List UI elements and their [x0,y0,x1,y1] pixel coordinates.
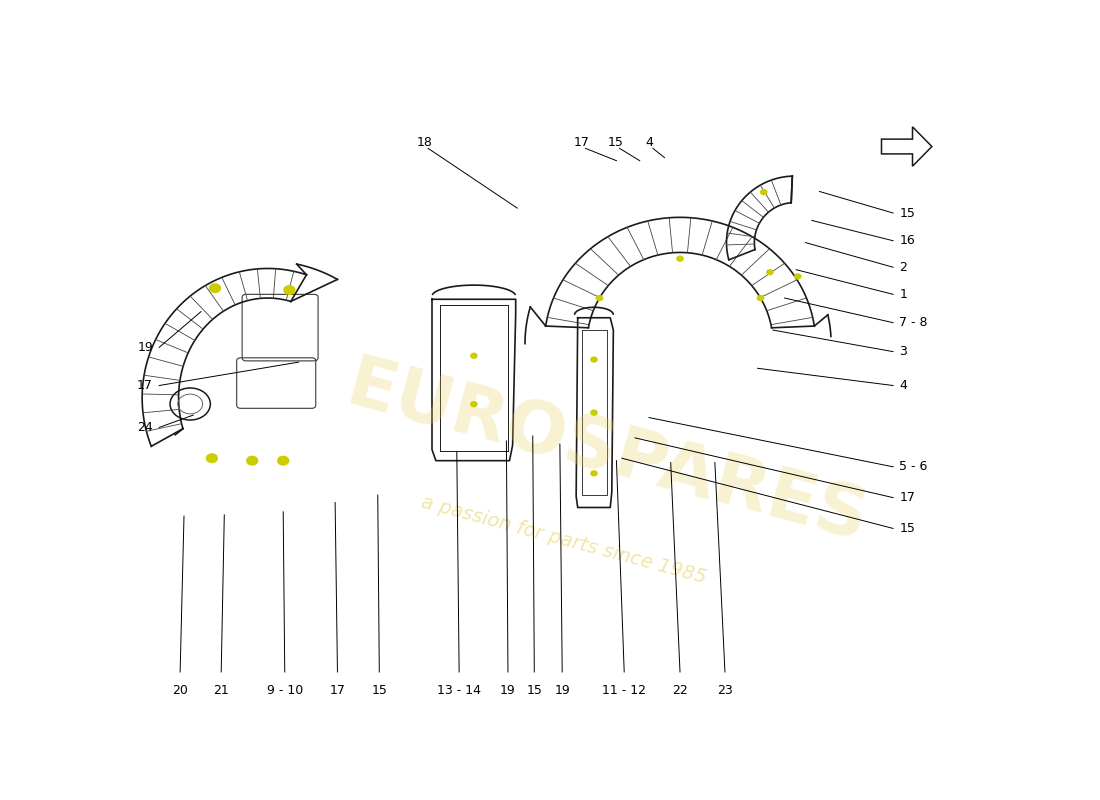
Circle shape [278,456,288,465]
Text: 7 - 8: 7 - 8 [900,316,927,329]
Text: 15: 15 [900,522,915,535]
Text: 4: 4 [900,379,908,392]
Circle shape [471,402,477,406]
Circle shape [767,270,773,274]
Text: 15: 15 [372,684,387,698]
Text: 24: 24 [138,421,153,434]
Circle shape [591,410,597,415]
Text: 17: 17 [573,136,590,149]
Circle shape [758,295,763,301]
Text: 21: 21 [213,684,229,698]
Text: 13 - 14: 13 - 14 [437,684,481,698]
Text: a passion for parts since 1985: a passion for parts since 1985 [419,492,708,587]
Circle shape [794,274,801,279]
Circle shape [246,456,257,465]
Text: 22: 22 [672,684,688,698]
Circle shape [676,256,683,261]
Circle shape [596,295,603,301]
Text: 17: 17 [138,379,153,392]
Text: 15: 15 [607,136,624,149]
Text: 15: 15 [900,206,915,219]
Text: 19: 19 [554,684,570,698]
Text: 3: 3 [900,345,908,358]
Text: 1: 1 [900,288,908,301]
Text: 17: 17 [330,684,345,698]
Circle shape [207,454,218,462]
Text: 5 - 6: 5 - 6 [900,460,927,474]
Text: 17: 17 [900,491,915,504]
Text: 4: 4 [645,136,653,149]
Circle shape [591,471,597,476]
Text: 19: 19 [500,684,516,698]
Circle shape [760,190,767,194]
Circle shape [591,357,597,362]
Text: 20: 20 [173,684,188,698]
Text: 11 - 12: 11 - 12 [602,684,646,698]
Circle shape [210,284,220,293]
Text: 15: 15 [527,684,542,698]
Text: 16: 16 [900,234,915,247]
Circle shape [284,286,295,294]
Text: 2: 2 [900,261,908,274]
Text: 9 - 10: 9 - 10 [266,684,302,698]
Text: 18: 18 [416,136,432,149]
Text: EUROSPARES: EUROSPARES [339,350,874,556]
Text: 19: 19 [138,341,153,354]
Circle shape [471,354,477,358]
Text: 23: 23 [717,684,733,698]
